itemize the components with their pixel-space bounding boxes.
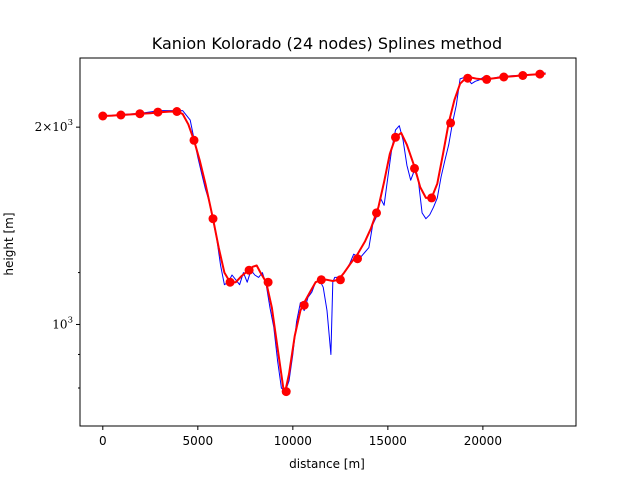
node-marker [263, 277, 273, 287]
node-marker [153, 107, 163, 117]
node-marker [135, 109, 145, 119]
original-profile-line [102, 72, 546, 393]
x-tick-label: 20000 [464, 434, 502, 448]
x-tick-label: 0 [99, 434, 107, 448]
node-marker [244, 265, 254, 275]
y-tick-label: 2×103 [35, 118, 73, 134]
node-marker [518, 71, 528, 80]
x-tick-label: 10000 [274, 434, 312, 448]
y-tick-label: 103 [52, 315, 73, 331]
node-marker [353, 254, 362, 264]
node-marker [391, 132, 400, 142]
node-marker [499, 72, 509, 82]
node-marker [335, 275, 345, 285]
x-tick-label: 15000 [369, 434, 407, 448]
spline-line [102, 72, 546, 393]
node-marker [535, 69, 545, 79]
chart-title: Kanion Kolorado (24 nodes) Splines metho… [152, 34, 502, 53]
x-axis-label: distance [m] [289, 457, 365, 471]
node-marker [208, 214, 218, 224]
node-marker [410, 163, 419, 173]
plot-frame [79, 57, 577, 427]
node-marker [172, 107, 182, 116]
plot-area [98, 69, 546, 397]
node-marker [116, 110, 126, 120]
node-marker [446, 118, 456, 128]
node-marker [463, 73, 473, 83]
x-tick-label: 5000 [183, 434, 214, 448]
y-axis-label: height [m] [2, 212, 16, 275]
node-marker [372, 208, 381, 218]
node-marker [281, 387, 291, 397]
node-marker [427, 193, 437, 203]
node-marker [316, 275, 326, 285]
node-marker [98, 111, 108, 121]
axes: 0 5000 10000 15000 20000 103 2×103 [35, 118, 502, 448]
node-marker [482, 74, 492, 84]
node-marker [225, 277, 235, 287]
node-marker [189, 135, 199, 145]
node-marker [299, 300, 309, 310]
